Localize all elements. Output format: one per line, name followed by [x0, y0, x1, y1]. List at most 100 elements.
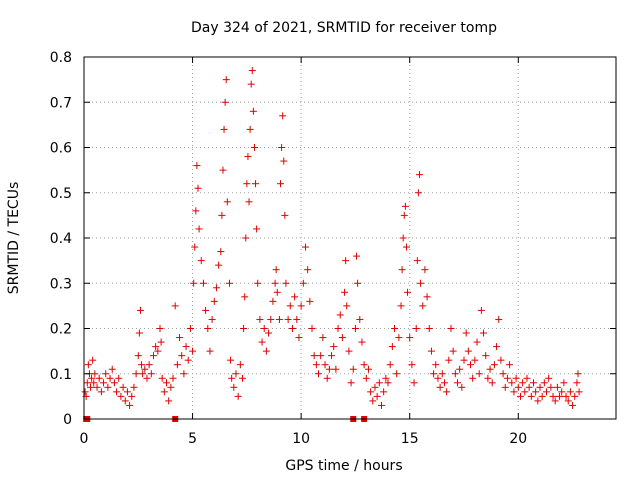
data-point: [234, 392, 242, 400]
data-point: [243, 180, 251, 188]
data-point: [271, 279, 279, 287]
data-point: [538, 392, 546, 400]
data-point: [400, 211, 408, 219]
data-point: [117, 392, 125, 400]
data-point: [223, 198, 231, 206]
data-point: [97, 388, 105, 396]
data-point: [510, 388, 518, 396]
data-point: [91, 370, 99, 378]
data-point: [194, 184, 202, 192]
data-point: [343, 302, 351, 310]
data-point: [575, 388, 583, 396]
data-point: [167, 383, 175, 391]
data-point: [90, 379, 98, 387]
data-point: [128, 392, 136, 400]
data-point: [190, 279, 198, 287]
data-point: [341, 288, 349, 296]
data-point: [158, 374, 166, 382]
y-tick-label: 0.8: [50, 50, 72, 66]
data-point: [460, 356, 468, 364]
data-point: [147, 370, 155, 378]
data-point: [356, 315, 364, 323]
data-point: [286, 302, 294, 310]
data-point: [432, 361, 440, 369]
data-point: [412, 325, 420, 332]
data-point: [239, 374, 247, 382]
data-point: [443, 388, 451, 396]
data-point: [391, 325, 399, 332]
data-point: [399, 234, 407, 242]
data-point: [123, 388, 131, 396]
data-point: [256, 315, 264, 323]
data-point: [562, 392, 570, 400]
y-tick-label: 0: [63, 412, 72, 428]
data-point: [279, 112, 287, 120]
data-point: [410, 379, 418, 387]
data-point: [388, 343, 396, 351]
data-point: [173, 361, 181, 369]
data-point: [362, 374, 370, 382]
data-point: [566, 388, 574, 396]
data-point: [193, 162, 201, 170]
data-point: [195, 225, 203, 233]
data-point: [543, 388, 551, 396]
y-tick-label: 0.5: [50, 186, 72, 202]
data-point: [204, 325, 212, 332]
data-point: [351, 325, 359, 332]
data-point: [217, 248, 225, 256]
data-point: [315, 370, 323, 378]
data-point: [397, 302, 405, 310]
y-tick-label: 0.3: [50, 276, 72, 292]
data-point: [83, 379, 91, 387]
data-point: [321, 361, 329, 369]
data-point: [393, 370, 401, 378]
data-point: [556, 392, 564, 400]
data-point: [210, 297, 218, 305]
data-point: [141, 365, 149, 373]
data-point: [219, 166, 227, 174]
data-point: [332, 365, 340, 373]
data-point: [104, 383, 112, 391]
data-point: [191, 243, 199, 251]
data-point: [89, 356, 97, 364]
data-point: [386, 361, 394, 369]
data-point: [301, 243, 309, 251]
data-point: [503, 374, 511, 382]
data-point: [202, 306, 210, 314]
data-point: [347, 379, 355, 387]
data-point: [527, 392, 535, 400]
data-point: [519, 379, 527, 387]
data-point: [267, 315, 275, 323]
data-point: [325, 365, 333, 373]
data-point: [486, 365, 494, 373]
data-point: [282, 279, 290, 287]
data-point: [551, 397, 559, 405]
data-point: [493, 343, 501, 351]
data-point: [236, 361, 244, 369]
data-point: [180, 370, 188, 378]
data-point: [88, 374, 96, 382]
data-point: [244, 153, 252, 161]
data-point: [126, 401, 134, 409]
data-point: [228, 374, 236, 382]
data-point: [115, 374, 123, 382]
data-point: [212, 284, 220, 292]
data-point: [464, 347, 472, 355]
data-point: [512, 374, 520, 382]
data-point: [273, 288, 281, 296]
data-point: [373, 392, 381, 400]
data-point: [299, 279, 307, 287]
data-point: [306, 297, 314, 305]
data-point: [288, 325, 296, 332]
data-points: [81, 67, 583, 422]
data-point: [402, 243, 410, 251]
data-point: [456, 365, 464, 373]
x-tick-label: 20: [509, 431, 527, 447]
data-point: [249, 107, 257, 115]
y-tick-label: 0.4: [50, 231, 72, 247]
data-point: [421, 266, 429, 274]
data-point: [358, 338, 366, 346]
data-point: [414, 189, 422, 197]
data-point: [395, 334, 403, 342]
data-point: [95, 374, 103, 382]
